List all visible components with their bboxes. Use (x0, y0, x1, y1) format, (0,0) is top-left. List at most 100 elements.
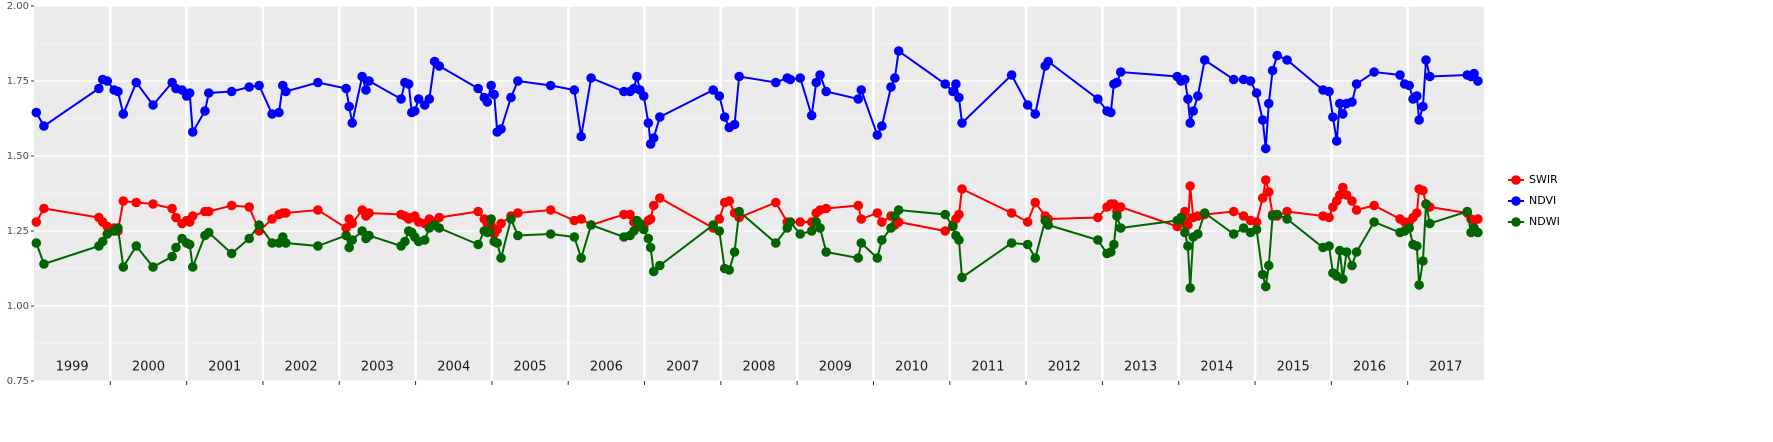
data-point (424, 94, 435, 104)
data-point (957, 272, 967, 283)
data-point (795, 217, 806, 227)
data-point (148, 199, 158, 209)
data-point (396, 94, 406, 104)
data-point (97, 236, 108, 247)
data-point (872, 253, 883, 263)
legend-marker (1511, 175, 1521, 185)
data-point (576, 253, 586, 263)
data-point (1351, 205, 1362, 215)
data-point (1193, 91, 1203, 101)
data-point (167, 203, 177, 214)
data-point (545, 205, 556, 215)
data-point (708, 220, 719, 230)
data-point (1109, 239, 1119, 250)
legend-marker (1511, 217, 1521, 227)
year-label: 2006 (590, 360, 623, 375)
data-point (645, 214, 656, 224)
data-point (957, 118, 967, 128)
data-point (1030, 197, 1041, 208)
data-point (254, 80, 264, 91)
year-label: 2007 (666, 360, 699, 375)
data-point (1112, 77, 1122, 88)
data-point (244, 82, 255, 92)
data-point (1093, 94, 1103, 104)
data-point (1324, 212, 1334, 223)
data-point (1421, 55, 1431, 65)
data-point (893, 205, 904, 215)
data-point (344, 242, 354, 253)
data-point (821, 86, 831, 97)
data-point (1115, 223, 1126, 233)
data-point (714, 226, 725, 236)
data-point (1093, 235, 1103, 245)
data-point (770, 238, 781, 248)
data-point (344, 101, 354, 112)
data-point (629, 226, 639, 236)
data-point (576, 214, 586, 224)
data-point (954, 209, 964, 220)
data-point (856, 85, 867, 95)
data-point (1228, 74, 1239, 85)
data-point (506, 214, 516, 224)
data-point (118, 109, 129, 119)
data-point (1351, 79, 1362, 89)
data-point (492, 238, 503, 248)
data-point (1106, 107, 1116, 118)
data-point (274, 107, 284, 118)
data-point (203, 227, 214, 238)
data-point (364, 230, 374, 241)
data-point (872, 208, 883, 218)
data-point (1469, 68, 1479, 79)
data-point (821, 203, 831, 214)
data-point (1228, 229, 1239, 239)
data-point (244, 233, 255, 244)
data-point (853, 94, 864, 104)
data-point (1006, 70, 1017, 80)
year-label: 2003 (361, 360, 394, 375)
data-point (654, 193, 665, 203)
data-point (1412, 91, 1422, 101)
data-point (1006, 238, 1017, 248)
data-point (1115, 202, 1126, 212)
data-point (148, 100, 158, 110)
data-point (39, 259, 49, 269)
data-point (473, 239, 483, 250)
data-point (1414, 280, 1424, 290)
data-point (434, 61, 445, 71)
data-point (184, 239, 195, 250)
data-point (31, 107, 42, 118)
year-label: 2017 (1429, 360, 1462, 375)
data-point (643, 118, 654, 128)
data-point (313, 241, 323, 251)
data-point (1263, 187, 1274, 197)
data-point (489, 89, 499, 100)
data-point (1473, 76, 1483, 86)
data-point (1425, 71, 1435, 82)
data-point (226, 248, 237, 259)
data-point (1245, 76, 1256, 86)
y-tick-label: 1.75 (7, 76, 29, 87)
data-point (1341, 247, 1352, 257)
data-point (364, 208, 374, 218)
data-point (1414, 115, 1424, 125)
data-point (167, 251, 177, 262)
data-point (734, 71, 744, 82)
data-point (654, 112, 665, 122)
data-point (357, 71, 367, 82)
data-point (496, 218, 506, 229)
data-point (1418, 101, 1428, 112)
data-point (1351, 247, 1362, 257)
data-point (785, 217, 796, 227)
data-point (632, 71, 642, 82)
data-point (853, 253, 864, 263)
data-point (131, 77, 142, 88)
data-point (254, 220, 264, 230)
data-point (724, 196, 735, 206)
data-point (1263, 98, 1274, 109)
data-point (811, 77, 822, 88)
data-point (948, 221, 958, 232)
data-point (877, 217, 887, 227)
data-point (1185, 118, 1195, 128)
data-point (267, 238, 277, 248)
